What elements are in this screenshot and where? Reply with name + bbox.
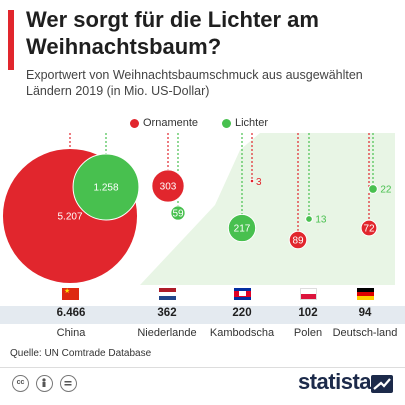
- lights-value-label: 217: [234, 224, 251, 235]
- legend-lights-label: Lichter: [235, 117, 269, 129]
- legend: Ornamente Lichter: [0, 116, 405, 132]
- germany-flag-icon: [357, 288, 374, 300]
- ornaments-value-label: 5.207: [57, 212, 82, 223]
- legend-ornaments-dot: [130, 119, 139, 128]
- ornaments-value-label: 3: [256, 177, 262, 188]
- poland-flag-icon: [300, 288, 317, 300]
- source-note: Quelle: UN Comtrade Database: [10, 348, 152, 359]
- total-value: 102: [298, 307, 318, 319]
- title-accent-bar: [8, 10, 14, 70]
- cambodia-flag-icon: [234, 288, 251, 300]
- country-label: Polen: [293, 327, 323, 339]
- country-label: Niederlande: [137, 327, 197, 339]
- statista-logo-icon: [371, 375, 393, 393]
- legend-lights-dot: [222, 119, 231, 128]
- country-label: Kambodscha: [209, 327, 275, 339]
- lights-value-label: 13: [315, 215, 327, 226]
- statista-logo[interactable]: statista: [298, 369, 372, 394]
- chart-title: Wer sorgt für die Lichter am Weihnachtsb…: [26, 7, 319, 59]
- ornaments-bubble: [288, 230, 308, 250]
- ornaments-value-label: 72: [363, 224, 375, 235]
- cc-icon[interactable]: cc: [12, 375, 29, 392]
- country-label: China: [56, 327, 86, 339]
- total-value: 220: [232, 307, 252, 319]
- lights-bubble: [72, 153, 140, 221]
- legend-ornaments-label: Ornamente: [143, 117, 199, 129]
- country-label: Deutsch-land: [332, 327, 398, 339]
- netherlands-flag-icon: [159, 288, 176, 300]
- lights-bubble: [170, 205, 186, 221]
- ornaments-bubble: [360, 219, 378, 237]
- tree-background: [140, 133, 395, 285]
- lights-bubble: [368, 184, 378, 194]
- nd-icon[interactable]: [60, 375, 77, 392]
- ornaments-value-label: 303: [160, 182, 177, 193]
- lights-value-label: 1.258: [93, 183, 118, 194]
- total-value: 6.466: [56, 307, 86, 319]
- total-value: 362: [157, 307, 177, 319]
- china-flag-icon: ★: [62, 288, 79, 300]
- lights-bubble: [305, 215, 313, 223]
- ornaments-bubble: [151, 169, 185, 203]
- lights-bubble: [227, 213, 257, 243]
- ornaments-bubble: [249, 178, 255, 184]
- total-value: 94: [358, 307, 372, 319]
- lights-value-label: 22: [380, 185, 392, 196]
- ornaments-value-label: 89: [292, 236, 304, 247]
- by-icon[interactable]: [36, 375, 53, 392]
- lights-value-label: 59: [172, 209, 184, 220]
- footer-divider: [0, 367, 405, 368]
- totals-band: [0, 306, 405, 324]
- chart-subtitle: Exportwert von Weihnachtsbaumschmuck aus…: [26, 68, 363, 98]
